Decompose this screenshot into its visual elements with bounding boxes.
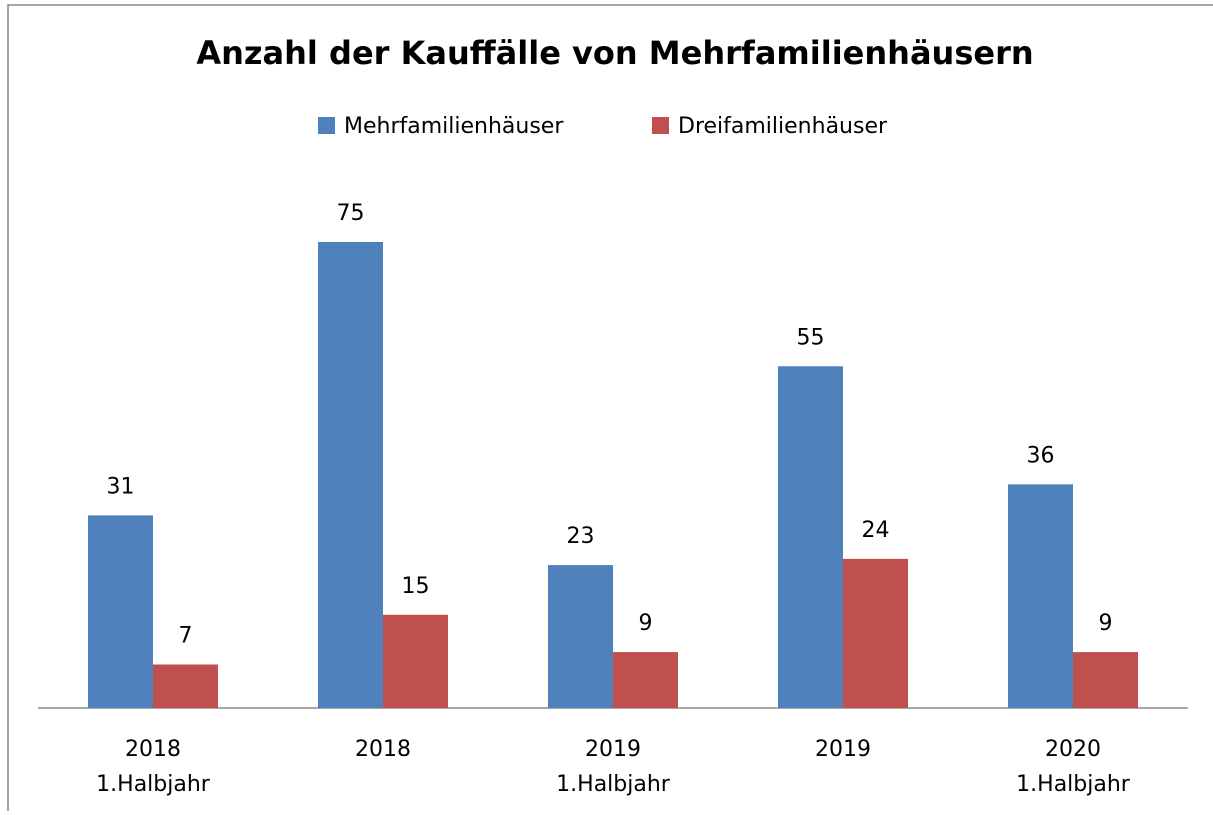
bar: [153, 664, 218, 708]
data-label: 9: [1099, 611, 1113, 636]
bar: [778, 366, 843, 708]
data-label: 75: [337, 201, 365, 226]
data-label: 9: [639, 611, 653, 636]
x-tick-label: 2019: [585, 737, 641, 762]
bar: [843, 558, 908, 708]
data-label: 15: [402, 574, 430, 599]
data-label: 24: [862, 518, 890, 543]
data-label: 36: [1027, 443, 1055, 468]
bar: [318, 242, 383, 708]
data-label: 31: [107, 474, 135, 499]
bar: [88, 515, 153, 708]
chart-title: Anzahl der Kauffälle von Mehrfamilienhäu…: [196, 34, 1033, 72]
data-label: 55: [797, 325, 825, 350]
x-tick-label: 2020: [1045, 737, 1101, 762]
data-label: 7: [179, 624, 193, 649]
x-tick-label: 2019: [815, 737, 871, 762]
legend-swatch: [652, 117, 669, 134]
legend-label: Dreifamilienhäuser: [678, 114, 888, 139]
x-tick-label: 2018: [125, 737, 181, 762]
data-label: 23: [567, 524, 595, 549]
x-tick-label: 1.Halbjahr: [1016, 772, 1131, 797]
bar: [383, 614, 448, 708]
x-tick-label: 1.Halbjahr: [556, 772, 671, 797]
bar: [1008, 484, 1073, 708]
bar: [613, 652, 678, 708]
legend-swatch: [318, 117, 335, 134]
x-tick-label: 1.Halbjahr: [96, 772, 211, 797]
bar: [1073, 652, 1138, 708]
bar: [548, 565, 613, 708]
legend-label: Mehrfamilienhäuser: [344, 114, 564, 139]
x-tick-label: 2018: [355, 737, 411, 762]
